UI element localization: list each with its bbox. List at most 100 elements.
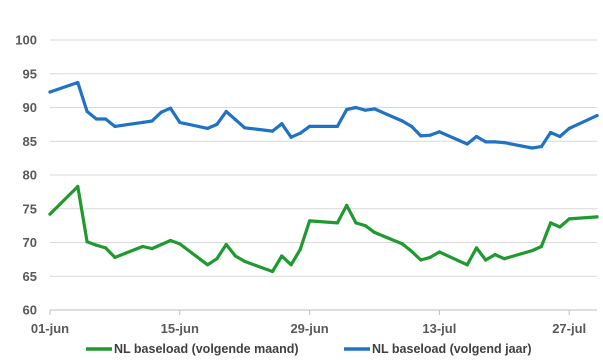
data-point xyxy=(224,109,228,114)
data-point xyxy=(150,247,154,251)
data-point xyxy=(76,80,80,85)
data-point xyxy=(465,142,469,146)
data-point xyxy=(410,124,414,128)
data-point xyxy=(354,105,358,110)
data-point xyxy=(150,119,154,123)
y-tick-label: 75 xyxy=(23,201,37,216)
data-point xyxy=(289,263,293,267)
data-point xyxy=(104,117,108,121)
data-point xyxy=(502,257,506,261)
data-point xyxy=(280,254,284,258)
data-point xyxy=(270,269,275,274)
data-point xyxy=(363,108,367,112)
data-point xyxy=(270,129,275,133)
data-point xyxy=(298,131,302,135)
data-point xyxy=(345,107,349,112)
data-point xyxy=(428,255,432,259)
y-tick-label: 100 xyxy=(15,33,37,48)
data-point xyxy=(141,120,145,124)
data-point xyxy=(539,244,544,249)
data-point xyxy=(48,90,52,94)
data-point xyxy=(206,126,210,130)
data-point xyxy=(372,107,377,111)
data-point xyxy=(168,106,173,110)
data-point xyxy=(224,242,228,247)
data-point xyxy=(233,254,237,258)
data-point xyxy=(493,140,497,144)
data-point xyxy=(419,134,423,138)
data-point xyxy=(233,118,237,122)
data-point xyxy=(558,134,562,139)
data-point xyxy=(168,238,173,243)
y-tick-label: 60 xyxy=(23,303,37,318)
data-point xyxy=(48,212,52,216)
data-point xyxy=(280,122,284,126)
legend-item-1: NL baseload (volgende maand) xyxy=(86,342,299,356)
data-point xyxy=(354,221,358,225)
data-point xyxy=(567,126,571,130)
data-point xyxy=(549,221,553,225)
data-point xyxy=(595,114,599,118)
data-point xyxy=(530,249,534,253)
data-point xyxy=(502,141,506,145)
data-point xyxy=(530,146,534,150)
data-point xyxy=(215,122,219,126)
data-point xyxy=(178,120,182,124)
data-point xyxy=(437,250,441,254)
data-point xyxy=(558,225,562,229)
data-point xyxy=(595,215,599,219)
data-point xyxy=(298,247,302,251)
series-line-1 xyxy=(48,184,599,274)
legend-label: NL baseload (volgend jaar) xyxy=(372,342,532,356)
data-point xyxy=(141,244,145,249)
data-point xyxy=(465,263,469,267)
series-line-2 xyxy=(48,80,599,150)
data-point xyxy=(178,242,182,246)
data-point xyxy=(113,124,117,128)
legend: NL baseload (volgende maand) NL baseload … xyxy=(86,342,532,356)
data-point xyxy=(484,140,488,144)
data-point xyxy=(419,258,423,262)
data-point xyxy=(549,130,553,135)
x-tick-label: 13-jul xyxy=(422,321,456,336)
data-point xyxy=(113,255,117,259)
gridlines xyxy=(50,39,597,311)
y-tick-label: 80 xyxy=(23,168,37,183)
y-axis: 60 65 70 75 80 85 90 95 100 xyxy=(15,33,37,318)
x-tick-label: 15-jun xyxy=(161,321,199,336)
data-point xyxy=(94,243,98,247)
series-points-1 xyxy=(48,184,599,274)
y-tick-label: 85 xyxy=(23,134,37,149)
data-point xyxy=(474,246,479,250)
data-point xyxy=(85,109,89,114)
x-tick-label: 01-jun xyxy=(31,321,69,336)
data-point xyxy=(437,130,441,134)
data-point xyxy=(428,133,432,137)
series-points-2 xyxy=(48,80,599,150)
data-point xyxy=(493,253,497,257)
data-point xyxy=(289,135,293,139)
data-point xyxy=(243,126,247,130)
data-point xyxy=(400,119,404,123)
y-tick-label: 70 xyxy=(23,235,37,250)
legend-item-2: NL baseload (volgend jaar) xyxy=(344,342,532,356)
data-point xyxy=(159,110,163,114)
data-point xyxy=(539,145,544,149)
y-tick-label: 95 xyxy=(23,66,37,81)
data-point xyxy=(215,257,219,261)
data-point xyxy=(372,230,377,234)
data-point xyxy=(76,184,80,189)
x-tick-label: 27-jul xyxy=(552,321,586,336)
data-point xyxy=(94,117,98,121)
data-point xyxy=(85,240,89,244)
data-point xyxy=(335,221,339,225)
y-tick-label: 90 xyxy=(23,100,37,115)
data-point xyxy=(308,219,312,223)
data-point xyxy=(206,263,210,267)
legend-label: NL baseload (volgende maand) xyxy=(114,342,299,356)
data-point xyxy=(104,246,108,250)
data-point xyxy=(308,124,312,128)
data-point xyxy=(400,242,404,246)
data-point xyxy=(363,224,367,228)
y-tick-label: 65 xyxy=(23,269,37,284)
